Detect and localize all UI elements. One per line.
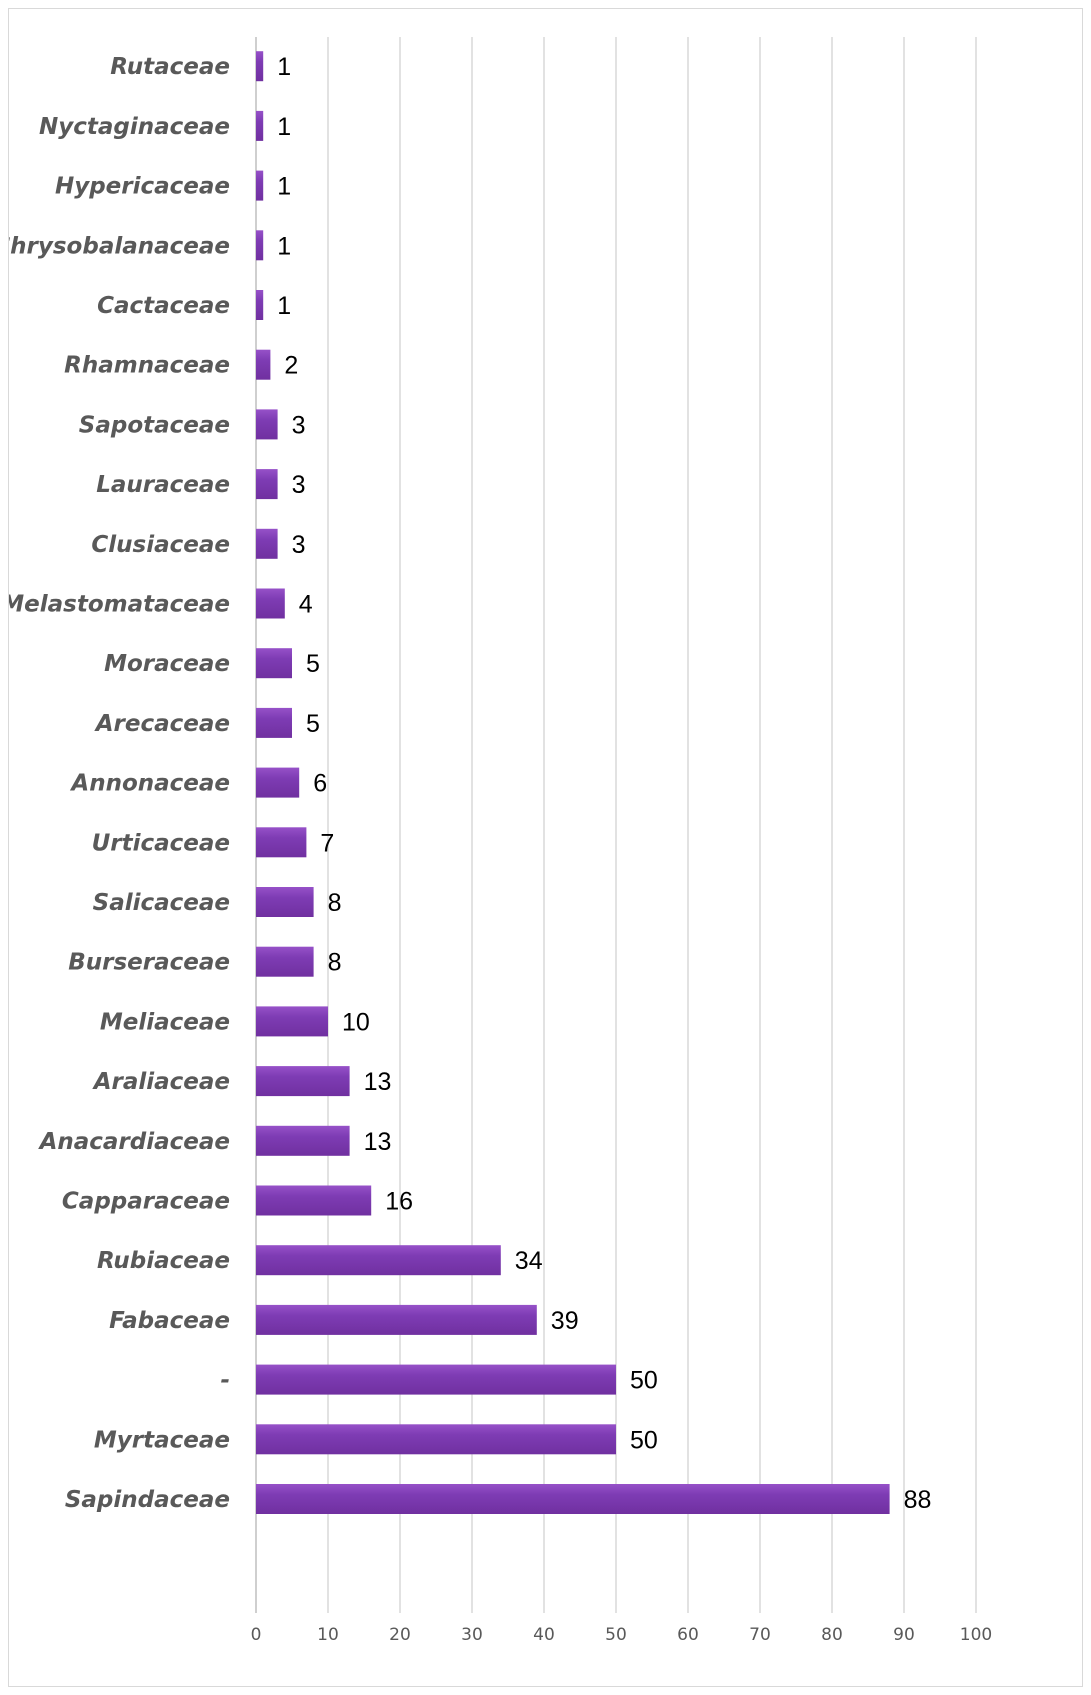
category-label-24: Rutaceae (110, 54, 230, 80)
data-label-6: 13 (364, 1128, 392, 1156)
category-label-16: Clusiaceae (91, 532, 230, 558)
data-label-10: 8 (328, 889, 342, 917)
data-label-14: 5 (306, 650, 320, 678)
category-label-18: Sapotaceae (79, 412, 230, 438)
category-label-19: Rhamnaceae (64, 353, 230, 379)
bar-10 (256, 887, 314, 917)
category-label-21: Chrysobalanaceae (9, 233, 230, 259)
bar-24 (256, 51, 264, 82)
data-label-7: 13 (364, 1068, 392, 1096)
data-label-15: 4 (299, 591, 313, 619)
x-tick-label-10: 10 (317, 1625, 339, 1645)
bar-4 (256, 1245, 501, 1276)
bar-11 (256, 827, 307, 858)
bar-2 (256, 1364, 616, 1395)
bar-22 (256, 170, 264, 201)
data-label-19: 2 (284, 352, 298, 380)
bar-21 (256, 230, 264, 261)
bar-20 (256, 290, 264, 320)
data-label-23: 1 (277, 113, 291, 141)
data-label-18: 3 (292, 411, 306, 439)
data-label-4: 34 (515, 1247, 543, 1275)
bar-7 (256, 1066, 350, 1097)
data-label-8: 10 (342, 1008, 370, 1036)
category-label-17: Lauraceae (96, 472, 230, 498)
category-label-3: Fabaceae (109, 1308, 230, 1334)
category-label-6: Anacardiaceae (38, 1129, 230, 1155)
x-tick-label-0: 0 (251, 1625, 262, 1645)
category-label-4: Rubiaceae (97, 1248, 230, 1274)
category-label-12: Annonaceae (69, 771, 230, 797)
bar-chart: Sapindaceae Myrtaceae - Fabaceae Rubiaceae Ca… (9, 37, 993, 1645)
data-label-22: 1 (277, 173, 291, 201)
x-tick-label-100: 100 (960, 1625, 992, 1645)
bar-3 (256, 1304, 537, 1335)
bars (256, 51, 890, 1514)
category-label-10: Salicaceae (93, 890, 230, 916)
gridlines (255, 37, 977, 1613)
category-label-8: Meliaceae (100, 1009, 230, 1035)
category-label-15: Melastomataceae (9, 592, 230, 618)
bar-8 (256, 1006, 328, 1037)
bar-16 (256, 528, 278, 559)
data-label-17: 3 (292, 471, 306, 499)
bar-19 (256, 349, 271, 380)
data-label-13: 5 (306, 710, 320, 738)
category-label-7: Araliaceae (92, 1069, 230, 1095)
data-label-21: 1 (277, 232, 291, 260)
category-label-20: Cactaceae (97, 293, 230, 319)
chart-frame: Sapindaceae Myrtaceae - Fabaceae Rubiaceae Ca… (8, 8, 1083, 1687)
category-label-23: Nyctaginaceae (39, 114, 230, 140)
category-label-22: Hypericaceae (55, 174, 230, 200)
x-axis-tick-labels: 0 10 20 30 40 50 60 70 80 90 100 (251, 1625, 993, 1645)
bar-18 (256, 409, 278, 440)
category-label-0: Sapindaceae (65, 1487, 230, 1513)
data-label-12: 6 (313, 770, 327, 798)
bar-12 (256, 767, 300, 798)
category-label-5: Capparaceae (62, 1189, 230, 1215)
data-label-24: 1 (277, 53, 291, 81)
bar-13 (256, 707, 292, 738)
x-tick-label-30: 30 (461, 1625, 483, 1645)
data-label-0: 88 (904, 1486, 932, 1514)
data-label-20: 1 (277, 292, 291, 320)
x-tick-label-50: 50 (605, 1625, 627, 1645)
bar-14 (256, 648, 292, 679)
bar-6 (256, 1125, 350, 1156)
category-label-2: - (220, 1368, 230, 1394)
bar-1 (256, 1424, 616, 1455)
bar-15 (256, 588, 285, 619)
data-label-3: 39 (551, 1307, 579, 1335)
bar-9 (256, 946, 314, 977)
data-label-1: 50 (630, 1426, 658, 1454)
bar-5 (256, 1185, 372, 1216)
category-label-13: Arecaceae (94, 711, 230, 737)
data-label-2: 50 (630, 1367, 658, 1395)
x-tick-label-90: 90 (893, 1625, 915, 1645)
data-label-16: 3 (292, 531, 306, 559)
data-label-9: 8 (328, 949, 342, 977)
bar-23 (256, 110, 264, 141)
x-tick-label-20: 20 (389, 1625, 411, 1645)
x-tick-label-80: 80 (821, 1625, 843, 1645)
category-label-11: Urticaceae (92, 830, 230, 856)
bar-17 (256, 469, 278, 500)
category-label-9: Burseraceae (68, 950, 230, 976)
category-labels: Sapindaceae Myrtaceae - Fabaceae Rubiaceae Ca… (9, 54, 230, 1513)
category-label-1: Myrtaceae (94, 1427, 230, 1453)
data-label-5: 16 (385, 1188, 413, 1216)
bar-0 (256, 1484, 890, 1514)
data-label-11: 7 (320, 829, 334, 857)
x-tick-label-60: 60 (677, 1625, 699, 1645)
x-tick-label-40: 40 (533, 1625, 555, 1645)
category-label-14: Moraceae (104, 651, 230, 677)
x-tick-label-70: 70 (749, 1625, 771, 1645)
